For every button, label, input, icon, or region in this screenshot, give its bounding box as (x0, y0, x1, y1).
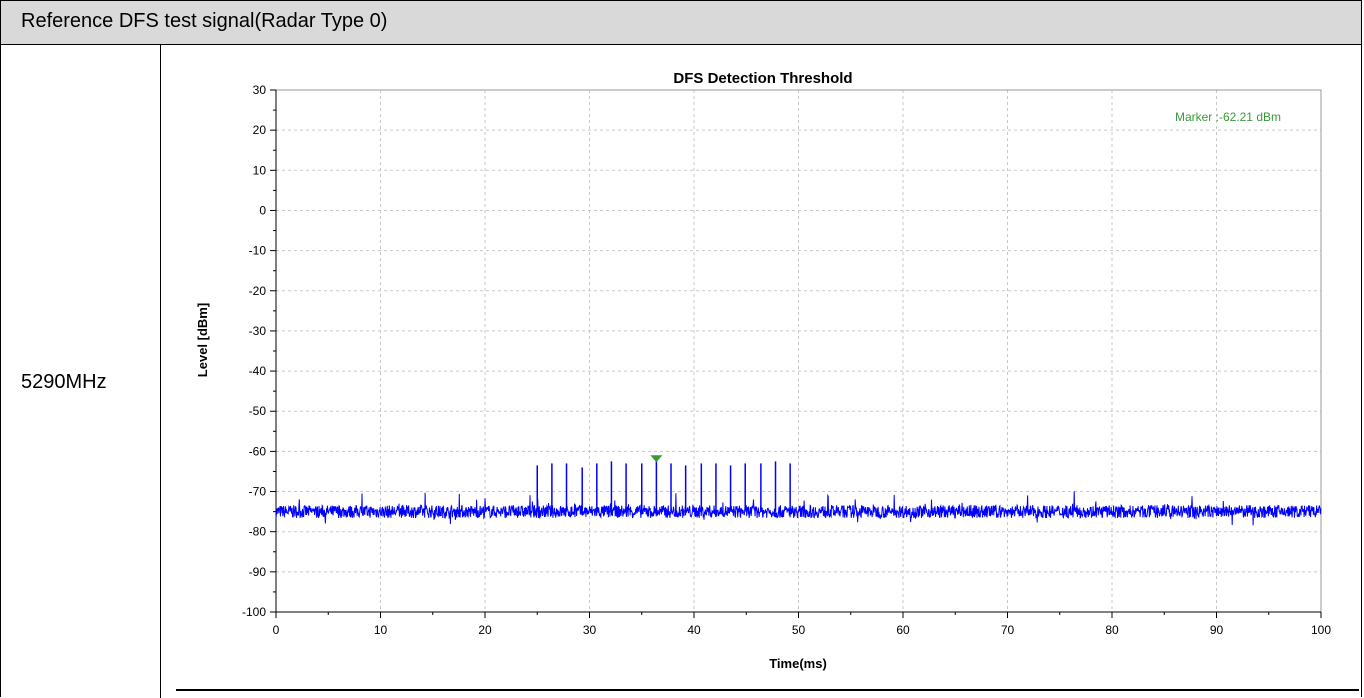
x-tick-label: 50 (792, 623, 806, 637)
y-tick-label: -80 (249, 525, 267, 539)
frequency-cell: 5290MHz (1, 45, 161, 698)
y-tick-label: -20 (249, 284, 267, 298)
x-tick-label: 70 (1001, 623, 1015, 637)
chart-cell: 30 20 10 0 -10 -20 -30 -40 -50 -60 -70 -80 -90 -100 0 1… (161, 45, 1361, 698)
y-axis-title: Level [dBm] (195, 303, 210, 377)
chart-title: DFS Detection Threshold (673, 70, 852, 87)
frequency-label: 5290MHz (21, 371, 107, 393)
header-title: Reference DFS test signal(Radar Type 0) (21, 10, 388, 32)
noise-trace (275, 491, 1322, 526)
noise-series (275, 491, 1322, 526)
x-tick-label: 90 (1210, 623, 1224, 637)
x-tick-label: 30 (583, 623, 597, 637)
x-tick-label: 80 (1105, 623, 1119, 637)
x-tick-label: 100 (1311, 623, 1331, 637)
pulse-series (536, 460, 791, 512)
y-tick-label: -30 (249, 324, 267, 338)
x-tick-label: 40 (687, 623, 701, 637)
x-tick-label: 60 (896, 623, 910, 637)
y-tick-label: -70 (249, 485, 267, 499)
y-tick-label: -50 (249, 404, 267, 418)
marker-triangle (650, 455, 663, 463)
y-tick-label: 30 (253, 83, 267, 97)
x-tick-label: 0 (273, 623, 280, 637)
y-tick-label: -100 (242, 605, 266, 619)
x-tick-label: 10 (374, 623, 388, 637)
y-tick-label: 10 (253, 163, 267, 177)
y-tick-label: -90 (249, 565, 267, 579)
grid-lines (275, 89, 1322, 613)
y-tick-label: 0 (259, 203, 266, 217)
y-tick-label: -40 (249, 364, 267, 378)
x-tick-label: 20 (478, 623, 492, 637)
y-tick-label: -60 (249, 444, 267, 458)
marker-label: Marker :-62.21 dBm (1175, 110, 1281, 124)
x-axis-title: Time(ms) (769, 656, 827, 671)
marker-group (650, 455, 663, 463)
y-tick-label: 20 (253, 123, 267, 137)
y-tick-label: -10 (249, 244, 267, 258)
header-row: Reference DFS test signal(Radar Type 0) (1, 1, 1361, 45)
